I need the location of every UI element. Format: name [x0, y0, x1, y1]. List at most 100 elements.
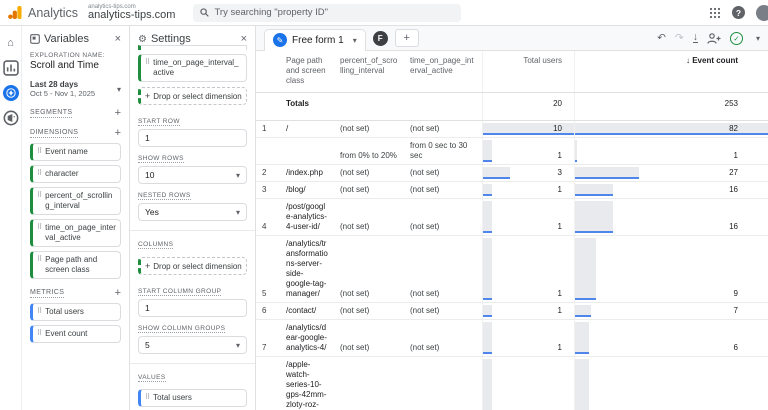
- dimension-chip[interactable]: ⠿ character: [30, 165, 121, 183]
- apps-grid-icon[interactable]: [709, 7, 721, 19]
- col-header-scroll-interval[interactable]: percent_of_scrolling_interval: [340, 56, 398, 75]
- add-tab-button[interactable]: +: [394, 29, 419, 47]
- drop-column-dimension-label: Drop or select dimension: [153, 261, 242, 271]
- cell-event-count: 82: [574, 121, 768, 137]
- row-number: [256, 138, 280, 164]
- property-selector[interactable]: analytics-tips.com analytics-tips.com: [88, 4, 175, 22]
- totals-row: Totals 20 253: [256, 93, 768, 121]
- drag-handle-icon[interactable]: ⠿: [37, 308, 43, 315]
- help-icon[interactable]: ?: [732, 6, 745, 19]
- metric-chip[interactable]: ⠿ Total users: [30, 303, 121, 321]
- tab-free-form-1[interactable]: ✎ Free form 1 ▾: [264, 28, 366, 51]
- plus-icon: +: [145, 91, 151, 101]
- reports-icon[interactable]: [2, 60, 19, 76]
- nested-rows-select[interactable]: Yes ▾: [138, 203, 247, 221]
- metric-value: 1: [557, 306, 562, 315]
- totals-events: 253: [574, 93, 768, 120]
- col-header-page-path[interactable]: Page path and screen class: [286, 56, 326, 85]
- value-metric-chip[interactable]: ⠿ Total users: [138, 389, 247, 407]
- show-column-groups-select[interactable]: 5 ▾: [138, 336, 247, 354]
- start-row-input[interactable]: 1: [138, 129, 247, 147]
- show-rows-select[interactable]: 10 ▾: [138, 166, 247, 184]
- close-icon[interactable]: ×: [114, 33, 121, 45]
- metric-value: 82: [729, 124, 738, 133]
- table-row[interactable]: 1 / (not set) (not set) 10 82: [256, 121, 768, 138]
- col-header-total-users[interactable]: Total users: [482, 51, 574, 92]
- table-row[interactable]: 8/apple-watch-series-10-gps-42mm-zloty-r…: [256, 357, 768, 410]
- event-count-header-label: Event count: [692, 56, 738, 65]
- table-row[interactable]: 4/post/google-analytics-4-user-id/ (not s…: [256, 199, 768, 236]
- col-header-event-count[interactable]: ↓ Event count: [574, 51, 768, 92]
- dimension-chip[interactable]: ⠿ percent_of_scrolling_interval: [30, 187, 121, 215]
- explore-icon-selected[interactable]: [2, 85, 19, 101]
- share-user-icon[interactable]: [707, 32, 721, 44]
- drop-dimension-zone[interactable]: + Drop or select dimension: [138, 87, 247, 105]
- table-row[interactable]: 3/blog/ (not set) (not set) 1 16: [256, 182, 768, 199]
- cell-time-interval: (not set): [410, 124, 440, 133]
- values-label: VALUES: [138, 374, 166, 382]
- cell-scroll-interval: (not set): [340, 306, 370, 315]
- cell-time-interval: (not set): [410, 306, 440, 315]
- avatar[interactable]: [756, 4, 768, 21]
- table-row[interactable]: from 0% to 20% from 0 sec to 30 sec 1 1: [256, 138, 768, 165]
- drag-handle-icon[interactable]: ⠿: [37, 256, 43, 263]
- drag-handle-icon[interactable]: ⠿: [145, 394, 151, 401]
- start-column-group-input[interactable]: 1: [138, 299, 247, 317]
- drop-column-dimension-zone[interactable]: + Drop or select dimension: [138, 257, 247, 275]
- row-number-header: [256, 51, 280, 92]
- table-row[interactable]: 2/index.php (not set) (not set) 3 27: [256, 165, 768, 182]
- bar-chart-cell-bar: [483, 359, 493, 410]
- cell-total-users: 1: [482, 303, 574, 319]
- plus-icon: +: [145, 261, 151, 271]
- account-name: analytics-tips.com: [88, 3, 136, 10]
- row-number: 7: [262, 343, 267, 352]
- date-range-selector[interactable]: Last 28 days Oct 5 - Nov 1, 2025 ▾: [30, 80, 121, 98]
- divider: [130, 230, 255, 231]
- add-dimension-button[interactable]: +: [114, 127, 121, 139]
- dimension-chip[interactable]: ⠿ Page path and screen class: [30, 251, 121, 279]
- dimension-chip[interactable]: ⠿ Event name: [30, 143, 121, 161]
- table-header-row: Page path and screen class percent_of_sc…: [256, 51, 768, 93]
- divider: [130, 363, 255, 364]
- status-check-icon[interactable]: ✓: [729, 31, 743, 45]
- table-row[interactable]: 5/analytics/transformations-server-side-…: [256, 236, 768, 303]
- download-icon[interactable]: ↓: [692, 31, 698, 43]
- exploration-canvas: ✎ Free form 1 ▾ F + ↶ ↷ ↓ ✓ ▾: [256, 26, 768, 410]
- undo-icon[interactable]: ↶: [657, 32, 666, 44]
- home-icon[interactable]: ⌂: [7, 37, 14, 49]
- col-header-time-interval[interactable]: time_on_page_interval_active: [410, 56, 474, 75]
- add-metric-button[interactable]: +: [114, 287, 121, 299]
- table-row[interactable]: 7/analytics/dear-google-analytics-4/ (not…: [256, 320, 768, 357]
- drag-handle-icon[interactable]: ⠿: [37, 330, 43, 337]
- chevron-down-icon[interactable]: ▾: [755, 33, 760, 43]
- clipped-dimension-chip: [138, 45, 247, 50]
- rows-dimension-chip[interactable]: ⠿ time_on_page_interval_active: [138, 54, 247, 82]
- close-icon[interactable]: ×: [240, 33, 247, 45]
- metric-value: 1: [557, 151, 562, 160]
- dimension-chip-label: character: [45, 169, 79, 178]
- table-row[interactable]: 6/contact/ (not set) (not set) 1 7: [256, 303, 768, 320]
- metric-chip[interactable]: ⠿ Event count: [30, 325, 121, 343]
- drag-handle-icon[interactable]: ⠿: [37, 170, 43, 177]
- metric-value: 1: [557, 185, 562, 194]
- cell-time-interval: (not set): [410, 168, 440, 177]
- advertising-icon[interactable]: [3, 110, 19, 126]
- value-metric-chip-label: Total users: [153, 393, 192, 402]
- pencil-icon: ✎: [273, 33, 287, 47]
- redo-icon[interactable]: ↷: [674, 32, 684, 44]
- exploration-name[interactable]: Scroll and Time: [30, 60, 99, 71]
- dimension-chip[interactable]: ⠿ time_on_page_interval_active: [30, 219, 121, 247]
- tab-secondary[interactable]: F: [372, 30, 388, 46]
- cell-page-path: /post/google-analytics-4-user-id/: [286, 202, 327, 231]
- metric-value: 7: [733, 306, 738, 315]
- cell-event-count: 16: [574, 182, 768, 198]
- add-segment-button[interactable]: +: [114, 107, 121, 119]
- drag-handle-icon[interactable]: ⠿: [37, 148, 43, 155]
- search-input[interactable]: Try searching "property ID": [193, 3, 462, 22]
- cell-event-count: 27: [574, 165, 768, 181]
- drag-handle-icon[interactable]: ⠿: [37, 224, 43, 231]
- drag-handle-icon[interactable]: ⠿: [37, 192, 43, 199]
- metric-value: 9: [733, 289, 738, 298]
- row-number: 1: [262, 124, 267, 133]
- drag-handle-icon[interactable]: ⠿: [145, 59, 151, 66]
